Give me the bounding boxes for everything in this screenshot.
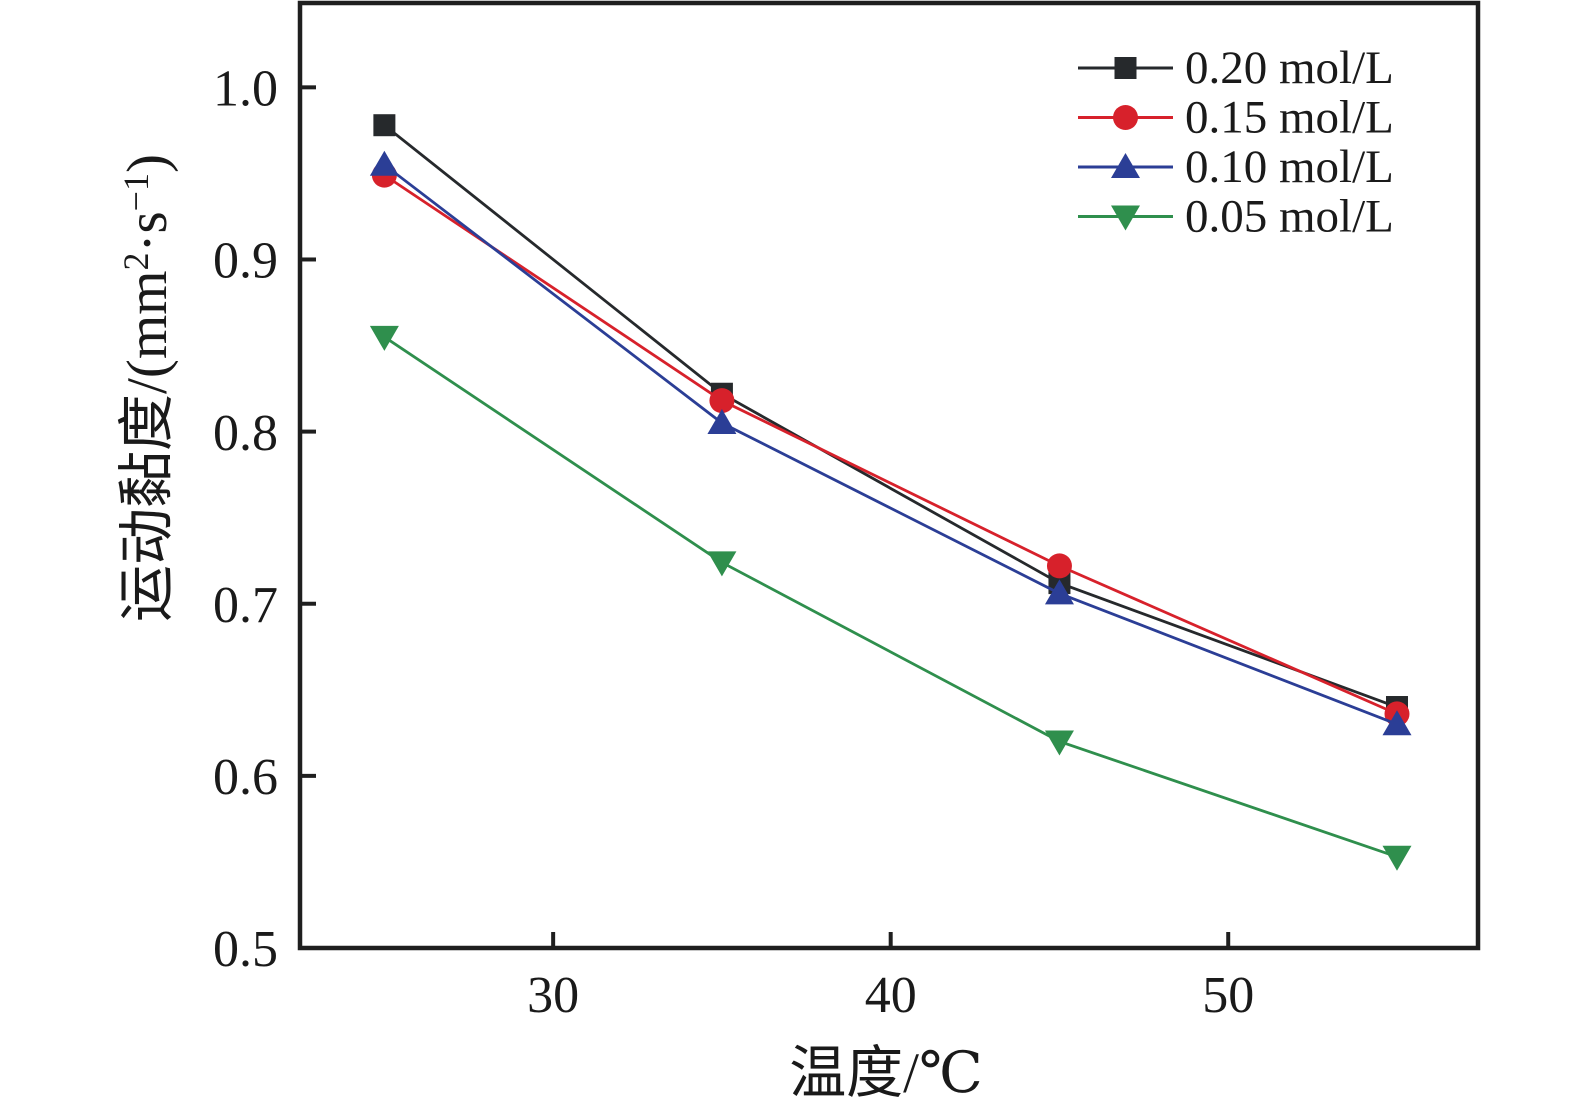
x-tick-label: 30 bbox=[527, 967, 579, 1024]
square-marker bbox=[1114, 57, 1137, 79]
legend-label: 0.15 mol/L bbox=[1185, 92, 1394, 144]
triangle-up-marker bbox=[1111, 153, 1140, 178]
y-axis-title: 运动黏度/(mm2·s−1) bbox=[116, 154, 179, 622]
legend-item: 0.05 mol/L bbox=[1078, 191, 1394, 243]
y-tick-label: 0.7 bbox=[213, 577, 278, 634]
legend-label: 0.10 mol/L bbox=[1185, 141, 1394, 193]
y-axis-title-superscript: −1 bbox=[116, 173, 156, 211]
y-axis-tick-labels: 0.5 0.6 0.7 0.8 0.9 1.0 bbox=[213, 61, 278, 979]
square-marker bbox=[373, 114, 396, 137]
triangle-up-marker bbox=[1382, 710, 1412, 736]
circle-marker bbox=[1113, 105, 1138, 130]
x-tick-label: 50 bbox=[1202, 967, 1254, 1024]
triangle-down-marker bbox=[1382, 845, 1412, 871]
x-tick-label: 40 bbox=[865, 967, 917, 1024]
triangle-down-marker bbox=[369, 325, 399, 351]
y-axis-title-text: 运动黏度/(mm bbox=[116, 270, 179, 622]
legend: 0.20 mol/L0.15 mol/L0.10 mol/L0.05 mol/L bbox=[1078, 42, 1394, 243]
triangle-down-marker bbox=[707, 551, 737, 577]
legend-item: 0.15 mol/L bbox=[1078, 92, 1394, 144]
series-line bbox=[383, 124, 1398, 709]
triangle-up-marker bbox=[707, 409, 737, 434]
legend-label: 0.20 mol/L bbox=[1185, 42, 1394, 94]
triangle-down-marker bbox=[1044, 730, 1074, 756]
triangle-up-marker bbox=[369, 150, 399, 176]
x-axis-tick-labels: 30 40 50 bbox=[527, 967, 1254, 1024]
triangle-down-marker bbox=[1111, 205, 1140, 231]
series-0-10-mol-L bbox=[369, 150, 1412, 736]
legend-item: 0.20 mol/L bbox=[1078, 42, 1394, 94]
y-axis-title-text: ·s bbox=[116, 211, 179, 252]
x-axis-ticks bbox=[551, 932, 1231, 948]
data-series bbox=[369, 114, 1412, 871]
y-tick-label: 0.5 bbox=[213, 921, 278, 978]
legend-item: 0.10 mol/L bbox=[1078, 141, 1394, 193]
series-line bbox=[383, 335, 1398, 859]
series-0-05-mol-L bbox=[369, 325, 1412, 871]
y-tick-label: 1.0 bbox=[213, 61, 278, 118]
y-axis-title-text: ) bbox=[116, 154, 179, 173]
y-axis-ticks bbox=[300, 85, 316, 950]
series-line bbox=[383, 173, 1398, 716]
series-line bbox=[383, 163, 1398, 726]
series-0-15-mol-L bbox=[371, 162, 1410, 727]
circle-marker bbox=[1046, 553, 1072, 579]
y-tick-label: 0.8 bbox=[213, 405, 278, 462]
y-tick-label: 0.9 bbox=[213, 233, 278, 290]
triangle-up-marker bbox=[1044, 579, 1074, 605]
y-tick-label: 0.6 bbox=[213, 749, 278, 806]
x-axis-title: 温度/℃ bbox=[789, 1042, 983, 1105]
circle-marker bbox=[709, 388, 735, 414]
y-axis-title-superscript: 2 bbox=[116, 252, 156, 270]
legend-label: 0.05 mol/L bbox=[1185, 191, 1394, 243]
